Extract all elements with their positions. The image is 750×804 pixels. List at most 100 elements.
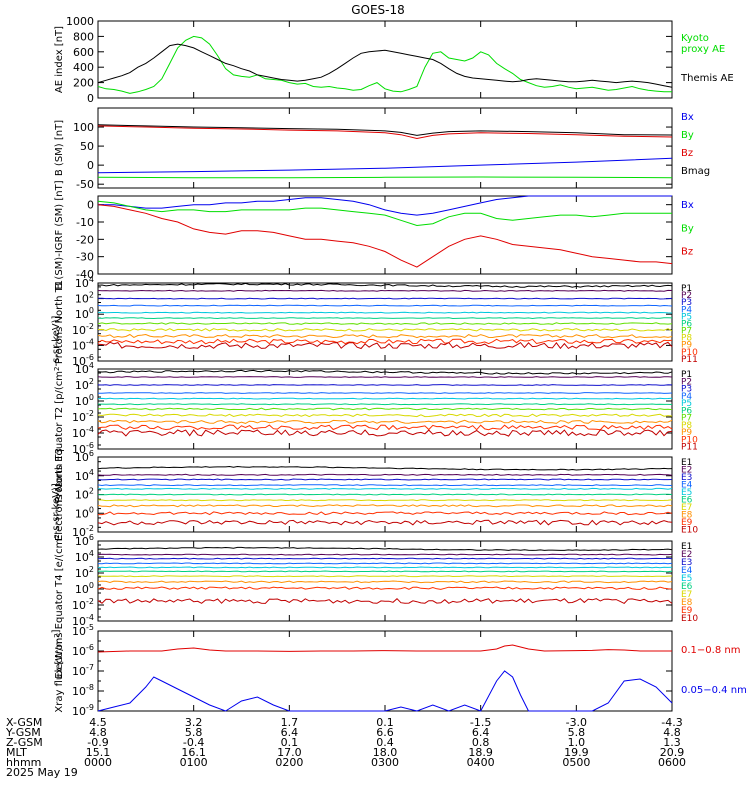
y-tick-label: 10-4 (72, 337, 94, 352)
channel-p6 (97, 317, 673, 320)
coord-row-label: Z-GSM (6, 736, 43, 749)
coord-value: 0400 (467, 756, 495, 769)
channel-e4 (97, 562, 673, 565)
coord-value: 17.0 (277, 746, 302, 759)
series-themis-ae (97, 43, 673, 88)
channel-label: E1 (681, 458, 692, 468)
channel-label: P5 (681, 312, 692, 322)
coord-value: 16.1 (181, 746, 206, 759)
y-tick-label: 104 (75, 275, 94, 290)
channel-p11 (97, 341, 673, 350)
channel-p8 (97, 413, 673, 418)
coord-value: 0300 (371, 756, 399, 769)
panel-frame (97, 195, 673, 275)
channel-label: P4 (681, 392, 692, 402)
channel-e2 (97, 473, 673, 476)
series-bz (97, 125, 673, 140)
y-tick-label: 10-2 (72, 597, 94, 612)
channel-label: P7 (681, 327, 692, 337)
channel-e6 (97, 570, 673, 573)
channel-e10 (97, 598, 673, 605)
y-tick-label: 600 (73, 46, 94, 59)
channel-p2 (97, 376, 673, 378)
channel-e9 (98, 511, 673, 516)
channel-label: P5 (681, 399, 692, 409)
y-axis-label: Xray flux [W/m2] (51, 629, 65, 712)
coord-value: 5.8 (568, 726, 586, 739)
coord-value: 0100 (180, 756, 208, 769)
legend-entry: Themis AE (680, 73, 734, 84)
y-tick-label: -50 (76, 178, 94, 191)
y-tick-label: 100 (75, 505, 94, 520)
y-tick-label: 200 (73, 77, 94, 90)
channel-p5 (97, 397, 673, 400)
channel-p3 (97, 384, 673, 386)
panel-frame (97, 630, 673, 712)
channel-e1 (97, 465, 673, 471)
legend-entry: 0.05−0.4 nm (681, 685, 747, 696)
panel-bdiff: -40 -30 -20 -10 0 B (SM)-IGRF (SM) [nT] Bx By Bz (54, 180, 694, 289)
y-tick-label: 106 (75, 449, 94, 464)
channel-e3 (97, 478, 673, 481)
channel-p5 (98, 311, 673, 314)
channel-label: P2 (681, 377, 692, 387)
coord-row-label: hhmm (6, 756, 41, 769)
panel-frame (97, 107, 673, 189)
channel-e7 (97, 499, 673, 502)
series-bmag (97, 124, 673, 136)
y-tick-label: 50 (80, 140, 94, 153)
coord-value: 20.9 (660, 746, 685, 759)
y-tick-label: 100 (75, 581, 94, 596)
y-tick-label: 102 (75, 291, 94, 306)
channel-label: P10 (681, 435, 698, 445)
coord-row-label: MLT (6, 746, 27, 759)
coord-value: 0.4 (376, 736, 394, 749)
channel-label: P6 (681, 406, 692, 416)
channel-e5 (97, 566, 673, 569)
y-tick-label: 1000 (66, 15, 94, 28)
y-axis-label: B (SM)-IGRF (SM) [nT] (54, 180, 65, 289)
channel-p6 (98, 403, 673, 406)
channel-p8 (97, 328, 673, 332)
channel-label: E2 (681, 550, 692, 560)
coord-value: 4.8 (89, 726, 107, 739)
legend-entry: Bz (681, 247, 693, 258)
coord-value: 1.7 (281, 716, 299, 729)
coord-value: 0500 (562, 756, 590, 769)
legend-entry: Bz (681, 148, 693, 159)
y-tick-label: -30 (76, 251, 94, 264)
y-tick-label: 800 (73, 30, 94, 43)
y-tick-label: 10-7 (72, 663, 94, 678)
channel-label: P8 (681, 421, 692, 431)
channel-e10 (97, 519, 673, 526)
channel-p10 (97, 424, 673, 431)
channel-label: P9 (681, 428, 692, 438)
legend-entry: 0.1−0.8 nm (681, 645, 740, 656)
y-tick-label: 100 (75, 393, 94, 408)
coord-value: 6.4 (281, 726, 299, 739)
channel-p7 (97, 322, 673, 325)
y-tick-label: 10-8 (72, 683, 94, 698)
y-tick-label: 100 (75, 306, 94, 321)
y-tick-label: 104 (75, 549, 94, 564)
channel-label: P2 (681, 291, 692, 301)
channel-e8 (97, 580, 673, 584)
channel-e1 (97, 546, 673, 551)
channel-label: P8 (681, 334, 692, 344)
y-axis-label: AE index [nT] (54, 26, 65, 93)
channel-label: E8 (681, 511, 693, 521)
channel-label: P7 (681, 414, 692, 424)
channel-label: P3 (681, 385, 692, 395)
coord-value: 1.3 (663, 736, 681, 749)
y-tick-label: 10-2 (72, 322, 94, 337)
y-tick-label: 10-5 (72, 623, 94, 638)
coord-value: 5.8 (185, 726, 203, 739)
y-tick-label: 102 (75, 565, 94, 580)
y-axis-label: Protons North T1 (54, 280, 65, 364)
y-tick-label: 0 (87, 159, 94, 172)
y-tick-label: 10-2 (72, 409, 94, 424)
series-kyoto-proxy-ae (97, 35, 672, 94)
